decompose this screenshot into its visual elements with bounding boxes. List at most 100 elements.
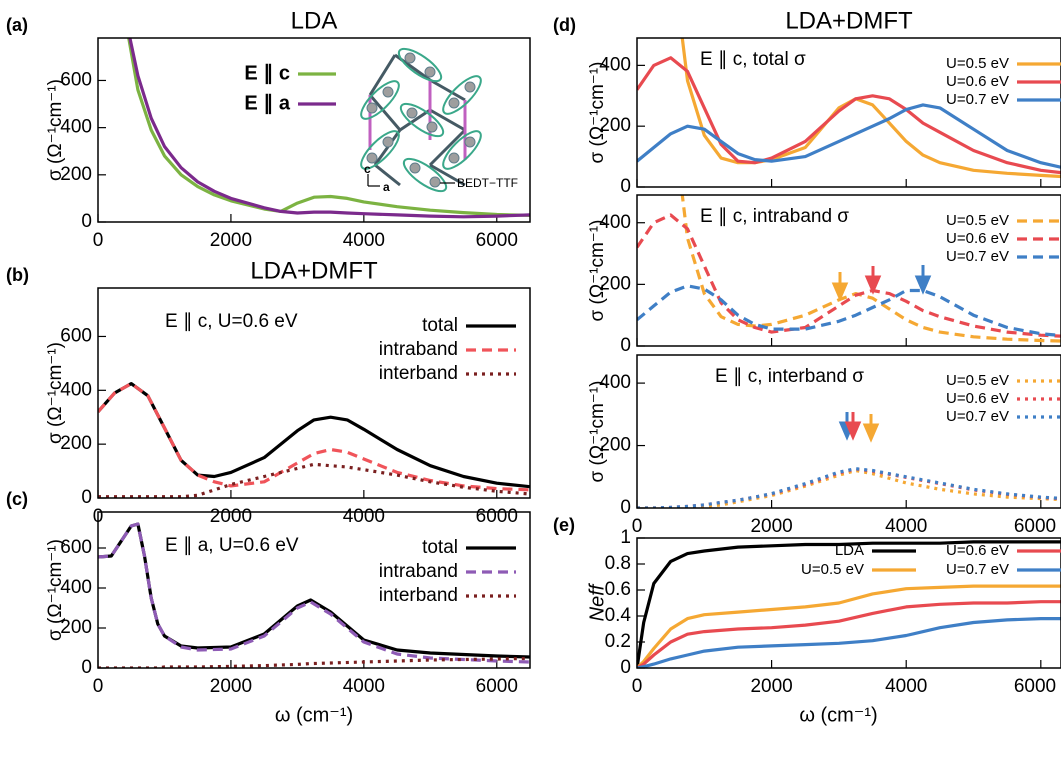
plot-area (127, 38, 530, 219)
chart-title: LDA (291, 7, 338, 34)
series-line (98, 656, 530, 668)
legend-label: total (422, 537, 458, 558)
x-tick-label: 0 (632, 516, 643, 537)
series-line (637, 584, 1061, 668)
x-tick-label: 6000 (1014, 516, 1056, 537)
legend-label: total (422, 315, 458, 336)
annotation: E ∥ c, interband σ (715, 366, 864, 387)
y-tick-label: 0 (81, 211, 92, 232)
panel-label: (b) (6, 265, 29, 285)
y-axis-label: σ (Ω⁻¹cm⁻¹) (587, 62, 608, 164)
series-line (128, 38, 530, 219)
y-tick-label: 600 (60, 325, 92, 346)
series-line (98, 522, 530, 664)
legend-label: U=0.6 eV (946, 73, 1009, 90)
x-tick-label: 2000 (750, 516, 792, 537)
x-tick-label: 4000 (343, 230, 385, 251)
plot-frame (636, 37, 1061, 188)
series-line (637, 56, 1061, 175)
legend-label: U=0.6 eV (946, 390, 1009, 407)
legend-label: E ∥ a (244, 92, 290, 114)
chart-title: LDA+DMFT (250, 257, 378, 284)
y-tick-label: 0.8 (605, 553, 631, 574)
legend-label: interband (379, 585, 458, 606)
x-tick-label: 6000 (476, 230, 518, 251)
x-tick-label: 0 (93, 676, 104, 697)
panel-label: (a) (6, 15, 28, 35)
x-tick-label: 0 (93, 230, 104, 251)
y-tick-label: 200 (599, 273, 631, 294)
y-tick-label: 400 (60, 117, 92, 138)
legend-label: intraband (379, 561, 458, 582)
x-tick-label: 4000 (343, 676, 385, 697)
inset-axis-label: c (364, 162, 371, 176)
legend-label: U=0.5 eV (946, 55, 1009, 72)
legend-label: U=0.7 eV (946, 91, 1009, 108)
y-tick-label: 200 (60, 617, 92, 638)
panel-label: (d) (553, 15, 576, 35)
y-tick-label: 0.4 (605, 605, 632, 626)
legend-label: LDA (835, 542, 864, 559)
y-axis-label: σ (Ω⁻¹cm⁻¹) (587, 381, 608, 483)
x-tick-label: 2000 (210, 676, 252, 697)
plot-area (637, 195, 1061, 343)
x-tick-label: 6000 (1014, 676, 1056, 697)
y-tick-label: 600 (60, 69, 92, 90)
plot-frame (97, 37, 531, 223)
peak-arrows (831, 265, 932, 443)
x-tick-label: 2000 (750, 676, 792, 697)
panel-label: (e) (553, 515, 575, 535)
y-axis-label: σ (Ω⁻¹cm⁻¹) (45, 342, 66, 444)
plot-frame (636, 194, 1061, 347)
y-tick-label: 200 (60, 433, 92, 454)
annotation: E ∥ a, U=0.6 eV (165, 535, 299, 556)
series-line (637, 540, 1061, 668)
y-axis-label: σ (Ω⁻¹cm⁻¹) (587, 220, 608, 322)
y-tick-label: 400 (60, 577, 92, 598)
series-line (637, 284, 1061, 338)
panel-label: (c) (6, 489, 28, 509)
series-line (637, 467, 1061, 508)
y-tick-label: 400 (599, 372, 631, 393)
series-line (637, 600, 1061, 668)
y-tick-label: 600 (60, 537, 92, 558)
x-tick-label: 4000 (885, 516, 927, 537)
y-axis-label: σ (Ω⁻¹cm⁻¹) (45, 539, 66, 641)
y-tick-label: 0.2 (605, 631, 631, 652)
y-tick-label: 1 (620, 527, 631, 548)
x-tick-label: 6000 (476, 676, 518, 697)
y-tick-label: 400 (599, 212, 631, 233)
inset-axis-label: a (383, 180, 390, 194)
legend-label: intraband (379, 339, 458, 360)
plot-frame (636, 537, 1061, 669)
series-line (98, 382, 530, 492)
y-tick-label: 400 (599, 54, 631, 75)
annotation: E ∥ c, total σ (700, 49, 806, 70)
crystal-inset (360, 47, 482, 193)
series-line (637, 103, 1061, 169)
x-tick-label: 2000 (210, 506, 252, 527)
y-tick-label: 200 (60, 164, 92, 185)
plot-area (98, 382, 530, 498)
legend-label: U=0.7 eV (946, 561, 1009, 578)
y-tick-label: 0 (81, 487, 92, 508)
plot-area (637, 467, 1061, 508)
legend-label: U=0.5 eV (801, 561, 864, 578)
plot-area (98, 522, 530, 668)
series-line (98, 382, 530, 489)
series-line (680, 38, 1061, 179)
plot-frame (97, 511, 531, 669)
series-line (637, 467, 1061, 508)
y-tick-label: 0 (620, 176, 631, 197)
x-tick-label: 4000 (343, 506, 385, 527)
plot-frame (97, 287, 531, 499)
annotation: E ∥ c, intraband σ (700, 206, 849, 227)
y-tick-label: 0.6 (605, 579, 631, 600)
legend-label: U=0.6 eV (946, 230, 1009, 247)
plot-area (637, 38, 1061, 179)
plot-area (637, 540, 1061, 668)
y-axis-label: Neff (586, 582, 608, 621)
legend-label: interband (379, 363, 458, 384)
